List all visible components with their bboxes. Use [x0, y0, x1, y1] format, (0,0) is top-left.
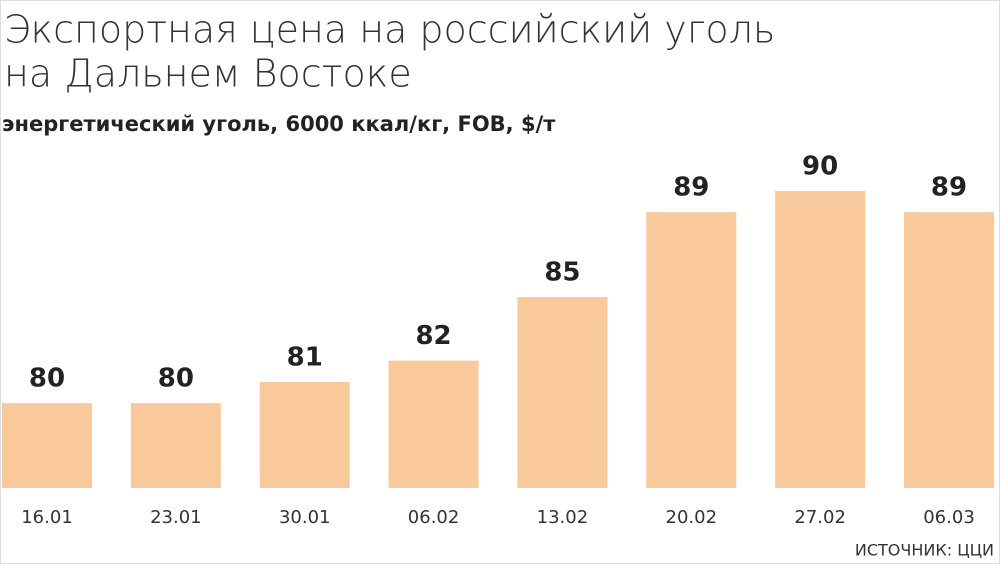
value-label: 89	[673, 173, 709, 203]
chart-title: на Дальнем Востоке	[4, 52, 412, 96]
value-label: 82	[415, 321, 451, 351]
x-tick-label: 23.01	[150, 507, 202, 528]
x-tick-label: 13.02	[537, 507, 589, 528]
x-tick-label: 06.02	[408, 507, 460, 528]
value-label: 90	[802, 152, 838, 182]
x-tick-label: 06.03	[923, 507, 975, 528]
bar	[775, 191, 866, 488]
bar	[2, 403, 92, 488]
bar	[646, 212, 737, 488]
value-label: 81	[287, 342, 323, 372]
x-tick-label: 16.01	[21, 507, 73, 528]
value-label: 80	[29, 364, 65, 394]
bar	[904, 212, 994, 488]
value-label: 89	[931, 173, 967, 203]
x-tick-label: 27.02	[794, 507, 846, 528]
chart-title: Экспортная цена на российский уголь	[4, 8, 775, 52]
x-tick-label: 20.02	[666, 507, 718, 528]
source: ИСТОЧНИК: ЦЦИ	[855, 541, 994, 560]
value-label: 85	[544, 258, 580, 288]
value-label: 80	[158, 364, 194, 394]
bar	[130, 403, 221, 488]
chart-subtitle: энергетический уголь, 6000 ккал/кг, FOB,…	[2, 112, 556, 136]
bar	[517, 297, 608, 488]
bar	[388, 360, 479, 488]
bar	[259, 381, 350, 488]
x-tick-label: 30.01	[279, 507, 331, 528]
